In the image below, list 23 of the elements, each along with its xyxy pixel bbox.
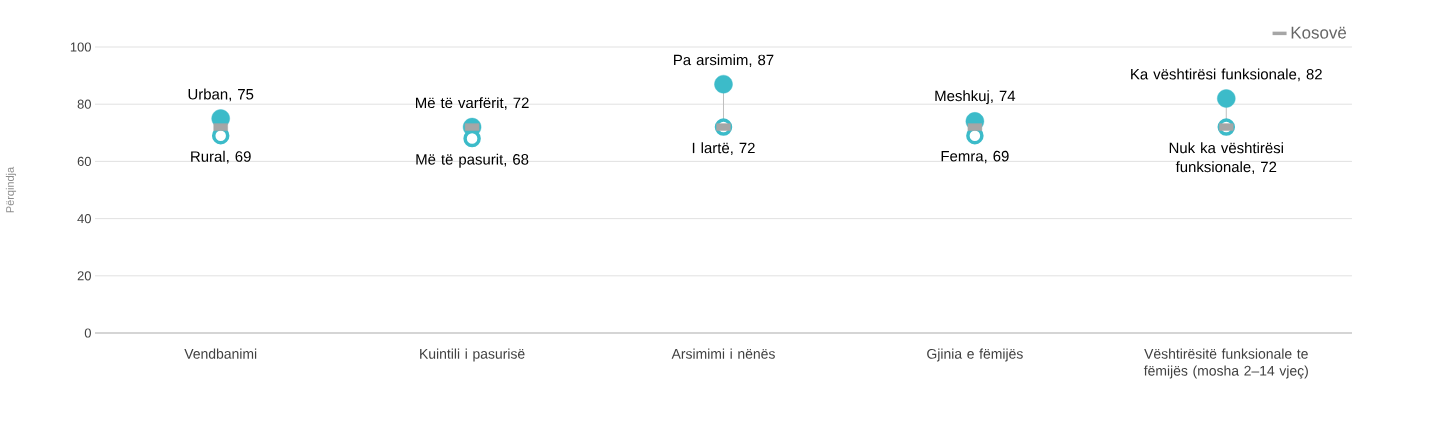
data-label: Ka vështirësi funksionale, 82 xyxy=(1131,68,1322,82)
y-axis-title: Përqindja xyxy=(5,166,17,213)
data-label: Më të pasurit, 68 xyxy=(416,153,529,168)
data-label: Më të varfërit, 72 xyxy=(416,97,529,110)
data-label: Rural, 69 xyxy=(191,150,251,164)
x-tick-label: Kuintili i pasurisë xyxy=(420,348,525,362)
data-label: Nuk ka vështirësi funksionale, 72 xyxy=(1169,142,1283,174)
y-tick-label: 60 xyxy=(77,156,91,166)
data-label: I lartë, 72 xyxy=(692,142,755,156)
y-tick-label: 100 xyxy=(70,42,91,52)
x-tick-label: Arsimimi i nënës xyxy=(671,348,775,359)
x-tick-label: Vendbanimi xyxy=(184,348,257,359)
legend-label: Kosovë xyxy=(1291,26,1347,39)
data-label: Pa arsimim, 87 xyxy=(674,54,774,67)
y-tick-label: 20 xyxy=(77,271,91,281)
y-tick-label: 0 xyxy=(84,328,91,338)
data-label: Meshkuj, 74 xyxy=(935,90,1016,105)
data-label: Urban, 75 xyxy=(188,88,254,102)
x-tick-label: Vështirësitë funksionale te fëmijës (mosha 2–14 vjeç) xyxy=(1143,348,1308,379)
data-label: Femra, 69 xyxy=(941,150,1009,164)
y-tick-label: 80 xyxy=(77,99,91,109)
x-tick-label: Gjinia e fëmijës xyxy=(927,348,1023,362)
y-tick-label: 40 xyxy=(77,214,91,224)
